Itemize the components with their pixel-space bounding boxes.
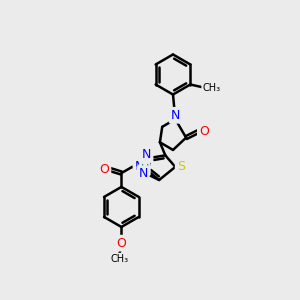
Text: O: O (116, 237, 126, 250)
Text: O: O (199, 125, 209, 138)
Text: O: O (100, 163, 110, 176)
Text: H: H (141, 164, 149, 174)
Text: N: N (142, 148, 152, 161)
Text: CH₃: CH₃ (203, 82, 221, 93)
Text: N: N (171, 109, 180, 122)
Text: N: N (134, 160, 144, 173)
Text: S: S (177, 160, 185, 173)
Text: N: N (138, 167, 148, 180)
Text: CH₃: CH₃ (110, 254, 128, 264)
